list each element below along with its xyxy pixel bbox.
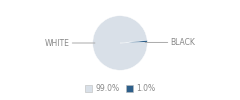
Text: BLACK: BLACK — [145, 38, 195, 47]
Wedge shape — [93, 16, 147, 70]
Legend: 99.0%, 1.0%: 99.0%, 1.0% — [82, 81, 158, 96]
Wedge shape — [120, 40, 147, 43]
Text: WHITE: WHITE — [45, 38, 95, 48]
